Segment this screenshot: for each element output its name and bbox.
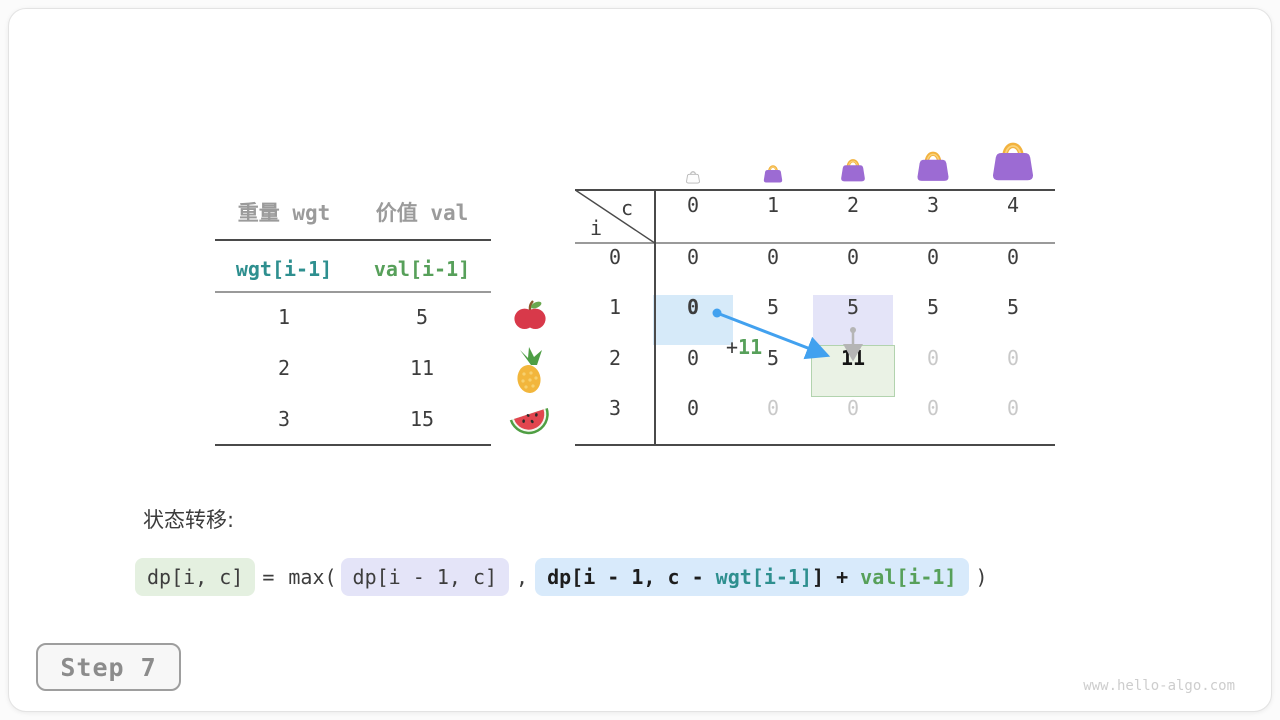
value-column-header: 价值 val [375,201,469,225]
dp-cell-2-2: 11 [840,346,866,370]
operand2-wgt: wgt[i-1] [715,565,812,589]
dp-cell-3-2: 0 [846,396,860,420]
added-value: 11 [738,335,763,359]
item-row-apple: 1 5 [215,305,491,329]
dp-cell-0-3: 0 [926,245,940,269]
step-badge: Step 7 [36,643,181,691]
apple-icon [513,298,547,336]
formula-operand2: dp[i - 1, c - wgt[i-1]] + val[i-1] [535,558,969,596]
watermark: www.hello-algo.com [1083,678,1235,694]
dp-cell-0-1: 0 [766,245,780,269]
formula-comma: , [516,565,529,589]
dp-col-header-1: 1 [766,193,780,217]
val-index-label: val[i-1] [373,257,471,281]
operand2-prefix: dp[i - 1, c - [547,565,716,589]
item-value: 15 [409,407,435,431]
dp-cell-3-1: 0 [766,396,780,420]
dp-cell-2-0: 0 [686,346,700,370]
dp-cell-1-4: 5 [1006,295,1020,319]
bag-lg-icon [991,134,1035,187]
dp-table-bottom-line [575,444,1055,446]
dp-cell-3-0: 0 [686,396,700,420]
bag-sm-icon [840,154,866,187]
item-weight: 3 [277,407,291,431]
formula-operand1: dp[i - 1, c] [340,558,510,596]
bag-empty-icon [686,168,700,188]
item-value: 11 [409,356,435,380]
dp-col-header-0: 0 [686,193,700,217]
bag-md-icon [916,145,950,187]
items-table-index-row: wgt[i-1] val[i-1] [215,257,491,281]
dp-table-header-line [575,242,1055,244]
dp-cell-0-0: 0 [686,245,700,269]
dp-cell-1-2: 5 [846,295,860,319]
transition-add-label: +11 [726,335,762,359]
dp-row-header-0: 0 [608,245,622,269]
formula-max-open: max( [288,565,337,589]
dp-table-vertical-line [654,189,656,446]
item-row-pineapple: 2 11 [215,356,491,380]
state-transition-formula: dp[i, c] = max( dp[i - 1, c] , dp[i - 1,… [135,558,995,596]
dp-cell-2-3: 0 [926,346,940,370]
dp-cell-1-3: 5 [926,295,940,319]
dp-cell-1-0: 0 [686,295,700,319]
dp-table-top-line [575,189,1055,191]
dp-row-header-2: 2 [608,346,622,370]
item-weight: 1 [277,305,291,329]
plus-sign: + [726,335,739,359]
operand2-val: val[i-1] [860,565,957,589]
item-value: 5 [415,305,429,329]
items-table-divider-top [215,239,491,241]
dp-row-header-1: 1 [608,295,622,319]
weight-column-header: 重量 wgt [237,201,331,225]
dp-row-header-3: 3 [608,396,622,420]
dp-col-header-2: 2 [846,193,860,217]
formula-equals: = [262,565,275,589]
dp-col-header-4: 4 [1006,193,1020,217]
dp-cell-3-3: 0 [926,396,940,420]
operand2-mid: ] + [812,565,861,589]
bag-xs-icon [763,161,783,188]
dp-col-header-3: 3 [926,193,940,217]
corner-row-var: i [590,216,603,240]
formula-close-paren: ) [975,565,988,589]
watermelon-icon [508,402,552,444]
formula-lhs: dp[i, c] [135,558,256,596]
items-table-header: 重量 wgt 价值 val [215,197,491,227]
dp-cell-3-4: 0 [1006,396,1020,420]
item-row-watermelon: 3 15 [215,407,491,431]
corner-col-var: c [621,196,634,220]
items-table-divider-mid [215,291,491,293]
dp-cell-0-4: 0 [1006,245,1020,269]
item-weight: 2 [277,356,291,380]
dp-cell-2-4: 0 [1006,346,1020,370]
state-transition-title: 状态转移: [143,508,235,532]
items-table-divider-bottom [215,444,491,446]
step-label: Step 7 [60,652,157,682]
dp-cell-0-2: 0 [846,245,860,269]
pineapple-icon [510,347,550,399]
wgt-index-label: wgt[i-1] [235,257,333,281]
